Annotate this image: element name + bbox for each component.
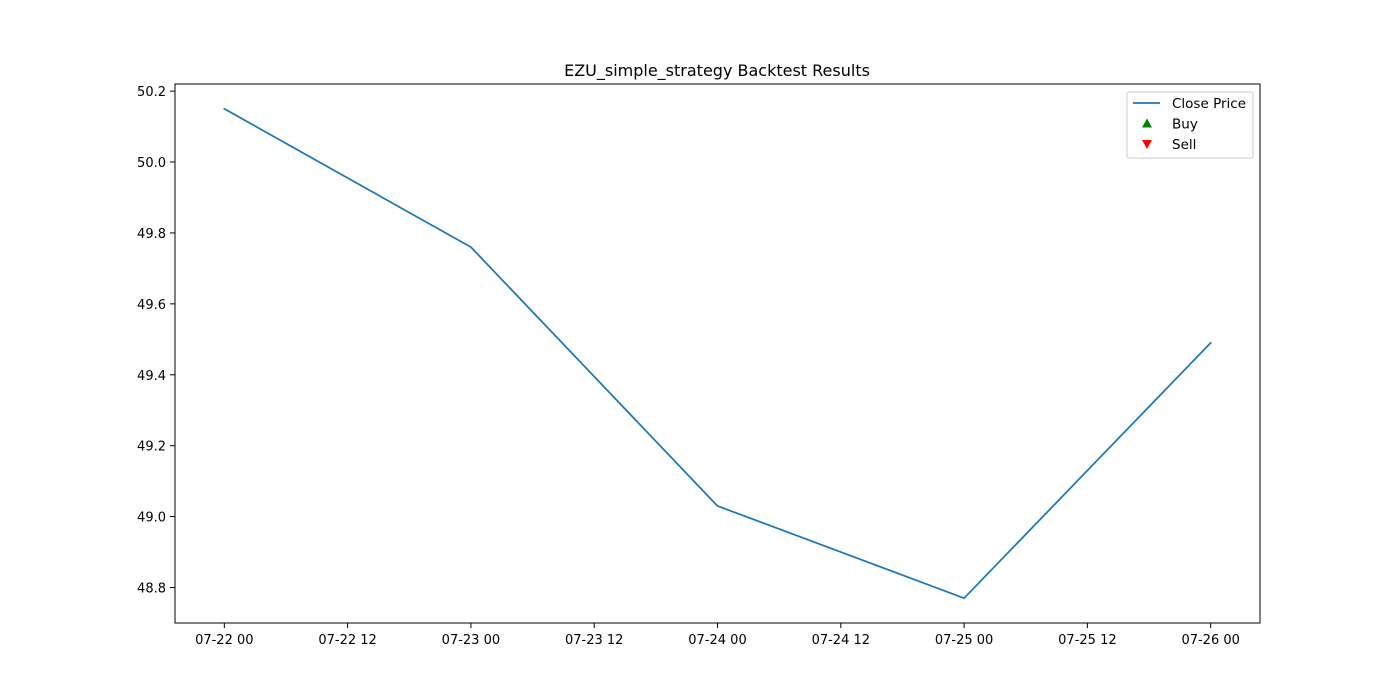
y-tick-label: 49.6 xyxy=(137,298,166,313)
x-tick-label: 07-22 00 xyxy=(195,633,253,648)
x-tick-label: 07-23 12 xyxy=(565,633,623,648)
y-tick-label: 49.0 xyxy=(137,511,166,526)
legend-label: Sell xyxy=(1172,137,1196,153)
buy-marker-swatch xyxy=(1142,118,1152,128)
legend: Close Price Buy Sell xyxy=(1126,91,1254,159)
close-price-line xyxy=(223,107,1212,600)
chart-title: EZU_simple_strategy Backtest Results xyxy=(564,61,870,81)
x-tick-label: 07-24 00 xyxy=(688,633,746,648)
x-tick-label: 07-22 12 xyxy=(318,633,376,648)
x-tick-label: 07-25 12 xyxy=(1058,633,1116,648)
y-tick-label: 48.8 xyxy=(137,582,166,597)
x-tick-label: 07-25 00 xyxy=(935,633,993,648)
y-tick-label: 49.4 xyxy=(137,369,166,384)
legend-label: Buy xyxy=(1172,117,1198,133)
y-tick-label: 50.0 xyxy=(137,156,166,171)
plot-area: 07-22 00 07-22 12 07-23 00 07-23 12 07-24 00… xyxy=(137,83,1261,648)
legend-label: Close Price xyxy=(1172,96,1246,112)
x-tick-label: 07-23 00 xyxy=(442,633,500,648)
legend-box xyxy=(1126,91,1254,159)
y-tick-label: 50.2 xyxy=(137,85,166,100)
y-tick-label: 49.2 xyxy=(137,440,166,455)
x-tick-label: 07-26 00 xyxy=(1181,633,1239,648)
x-tick-label: 07-24 12 xyxy=(812,633,870,648)
y-tick-label: 49.8 xyxy=(137,227,166,242)
sell-marker-swatch xyxy=(1142,140,1152,149)
